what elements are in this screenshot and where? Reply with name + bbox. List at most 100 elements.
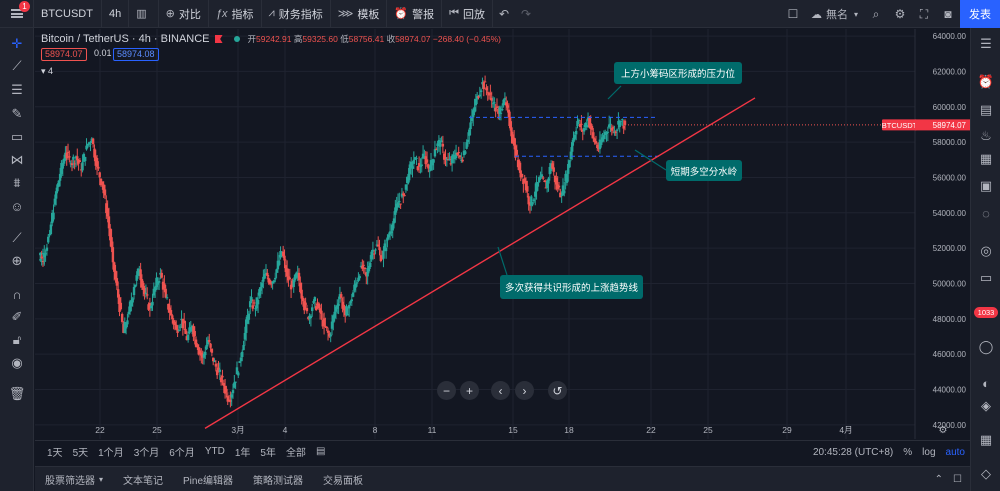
candle-body — [614, 131, 617, 134]
timeframe-5y[interactable]: 5年 — [260, 448, 276, 459]
pattern-tool[interactable]: ⋈ — [0, 150, 34, 170]
snapshot-button[interactable]: ◙ — [936, 0, 960, 28]
text-tool[interactable]: ▭ — [0, 127, 34, 147]
tab-text-notes[interactable]: 文本笔记 — [113, 467, 173, 491]
fib-tool[interactable]: ☰ — [0, 80, 34, 100]
stay-drawing-tool[interactable]: ✐ — [0, 307, 34, 327]
icon-tool[interactable]: ☺ — [0, 196, 34, 216]
trendline-callout[interactable]: 多次获得共识形成的上涨趋势线 — [500, 275, 643, 299]
templates-button[interactable]: ⋙ 模板 — [331, 0, 388, 28]
chats-button[interactable]: ▭ — [971, 268, 1000, 288]
measure-tool[interactable]: ⟋ — [0, 228, 34, 248]
timezone-clock[interactable]: 20:45:28 (UTC+8) — [812, 446, 894, 458]
timeframe-all[interactable]: 全部 — [285, 448, 306, 459]
resistance-callout[interactable]: 上方小筹码区形成的压力位 — [614, 62, 742, 84]
flag-icon[interactable] — [214, 35, 223, 43]
calendar-button[interactable]: ▦ — [971, 149, 1000, 169]
reset-chart-button[interactable]: ↺ — [548, 381, 567, 400]
notifications-count-badge[interactable]: 1033 — [974, 307, 998, 318]
zoom-tool[interactable]: ⊕ — [0, 251, 34, 271]
candle-body — [130, 300, 133, 307]
crosshair-tool[interactable]: ✛ — [0, 34, 34, 54]
candle-body — [181, 318, 185, 329]
prediction-tool[interactable]: ⩩ — [0, 173, 34, 193]
timeframe-5d[interactable]: 5天 — [72, 448, 89, 459]
zoom-out-button[interactable]: − — [437, 381, 456, 400]
hotlists-button[interactable]: ♨ — [971, 126, 1000, 146]
candle-body — [362, 264, 365, 266]
timeframe-1d[interactable]: 1天 — [47, 448, 63, 459]
help-icon: ◐ — [982, 375, 990, 391]
log-scale-toggle[interactable]: log — [922, 446, 936, 458]
candle-body — [139, 269, 142, 281]
financials-button[interactable]: ⩘ 财务指标 — [262, 0, 331, 28]
brush-tool[interactable]: ✎ — [0, 104, 34, 124]
candle-body — [280, 251, 284, 257]
candle-body — [594, 141, 598, 144]
x-tick-label: 22 — [646, 425, 656, 435]
layers-button[interactable]: ◇ — [971, 464, 1000, 484]
replay-button[interactable]: ⏮ 回放 — [442, 0, 493, 28]
more-panels-button[interactable]: ▦ — [971, 430, 1000, 450]
watershed-callout[interactable]: 短期多空分水岭 — [666, 160, 742, 181]
trendline-tool[interactable]: ⟋ — [0, 56, 34, 76]
tab-pine-editor[interactable]: Pine编辑器 — [173, 467, 243, 491]
alerts-panel-button[interactable]: ⏰ — [971, 72, 1000, 92]
tab-stock-screener[interactable]: 股票筛选器 ▾ — [35, 467, 113, 491]
candle-body — [189, 327, 192, 332]
collapse-panel-button[interactable]: ⌃ — [935, 474, 943, 485]
timeframe-6m[interactable]: 6个月 — [169, 448, 195, 459]
timeframe-1m[interactable]: 1个月 — [98, 448, 124, 459]
percent-scale-toggle[interactable]: % — [903, 446, 913, 458]
settings-button[interactable]: ⚙ — [888, 0, 912, 28]
remove-drawings-tool[interactable]: 🗑︎ — [0, 384, 34, 404]
help-button[interactable]: ◐ — [971, 373, 1000, 393]
legend-collapse-toggle[interactable]: ▾ 4 — [41, 66, 53, 77]
private-chats-button[interactable]: ◯ — [971, 337, 1000, 357]
news-button[interactable]: ▣ — [971, 176, 1000, 196]
main-menu-button[interactable]: 1 — [0, 0, 34, 28]
save-layout-button[interactable]: ☁ 無名 ▾ — [805, 6, 864, 22]
data-window-button[interactable]: ▤ — [971, 100, 1000, 120]
symbol-search-button[interactable]: BTCUSDT — [34, 0, 102, 28]
magnet-tool[interactable]: ∩ — [0, 284, 34, 304]
zoom-in-button[interactable]: + — [460, 381, 479, 400]
timeframe-3m[interactable]: 3个月 — [133, 448, 160, 459]
scroll-left-button[interactable]: ‹ — [491, 381, 510, 400]
price-chart[interactable]: 64000.00 62000.00 60000.00 58000.00 56000.00… — [35, 29, 970, 439]
chat-icon: ▭ — [979, 270, 993, 285]
auto-scale-toggle[interactable]: auto — [945, 446, 965, 458]
candle-body — [448, 159, 451, 161]
timeframe-1y[interactable]: 1年 — [234, 448, 251, 459]
buy-button[interactable]: 58974.08 — [113, 48, 159, 61]
maximize-panel-button[interactable]: ☐ — [953, 474, 962, 485]
indicators-button[interactable]: ƒx 指标 — [209, 0, 262, 28]
ideas-button[interactable]: ◌ — [971, 203, 1000, 223]
hide-drawings-tool[interactable]: ◉ — [0, 353, 34, 373]
date-range-button[interactable]: ▤ — [311, 446, 330, 457]
interval-button[interactable]: 4h — [102, 0, 130, 28]
tab-strategy-tester[interactable]: 策略测试器 — [243, 467, 313, 491]
redo-button[interactable]: ↷ — [515, 0, 537, 28]
chart-legend: Bitcoin / TetherUS · 4h · BINANCE 开59242… — [41, 33, 501, 45]
quick-search-button[interactable]: ⌕ — [864, 0, 888, 28]
layout-select-button[interactable]: ☐ — [781, 0, 805, 28]
fullscreen-button[interactable]: ⛶ — [912, 0, 936, 28]
sell-button[interactable]: 58974.07 — [41, 48, 87, 61]
scroll-right-button[interactable]: › — [515, 381, 534, 400]
undo-button[interactable]: ↶ — [493, 0, 515, 28]
candle-body — [502, 99, 505, 106]
watchlist-button[interactable]: ☰ — [971, 34, 1000, 54]
lock-drawings-tool[interactable]: 🔓︎ — [0, 330, 34, 350]
compare-button[interactable]: ⊕ 对比 — [159, 0, 209, 28]
candle-body — [617, 120, 620, 125]
order-panel-button[interactable]: ◈ — [971, 396, 1000, 416]
tab-trading-panel[interactable]: 交易面板 — [313, 467, 373, 491]
chart-type-button[interactable]: ▥ — [129, 0, 159, 28]
alert-button[interactable]: ⏰ 警报 — [387, 0, 443, 28]
publish-button[interactable]: 发表 — [960, 0, 1000, 28]
streams-button[interactable]: ◎ — [971, 241, 1000, 261]
candle-body — [206, 340, 210, 345]
timeframe-ytd[interactable]: YTD — [204, 446, 225, 457]
chart-pane[interactable]: 64000.00 62000.00 60000.00 58000.00 56000.00… — [35, 29, 970, 439]
